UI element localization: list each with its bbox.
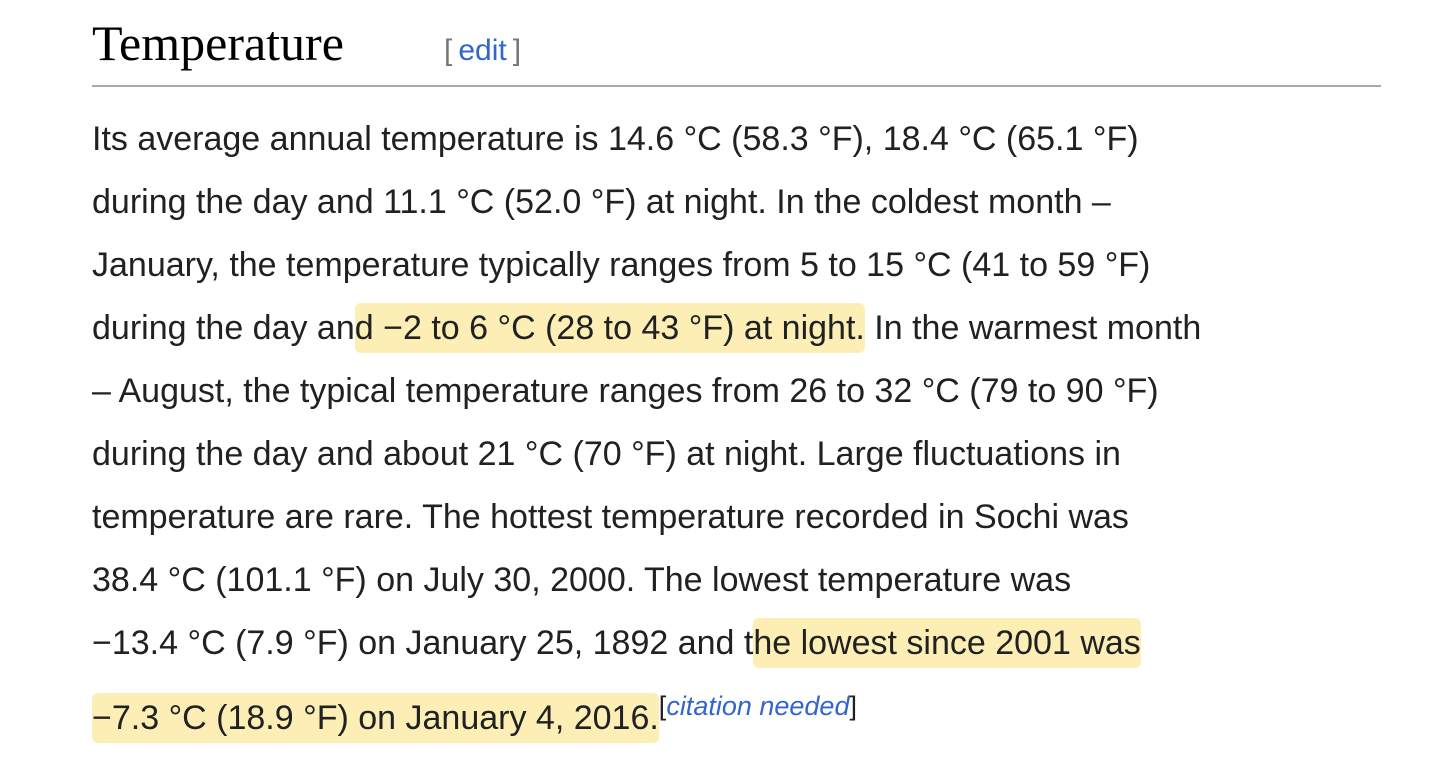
highlighted-text: he lowest since 2001 was — [753, 618, 1141, 668]
citation-link[interactable]: citation needed — [666, 691, 850, 721]
text: – August, the typical temperature ranges… — [92, 372, 1159, 410]
bracket: [ — [658, 691, 667, 721]
text-line: 38.4 °C (101.1 °F) on July 30, 2000. The… — [92, 549, 1071, 612]
text: during the day an — [92, 309, 355, 347]
text: Its average annual temperature is 14.6 °… — [92, 120, 1139, 158]
section-title: Temperature — [92, 15, 344, 71]
bracket: ] — [849, 691, 857, 721]
text: In the warmest month — [864, 309, 1202, 347]
text-line: Its average annual temperature is 14.6 °… — [92, 108, 1139, 171]
text: −13.4 °C (7.9 °F) on January 25, 1892 an… — [92, 624, 754, 662]
heading-rule — [92, 85, 1381, 87]
text-line: – August, the typical temperature ranges… — [92, 360, 1159, 423]
text: 38.4 °C (101.1 °F) on July 30, 2000. The… — [92, 561, 1072, 599]
text: temperature are rare. The hottest temper… — [92, 498, 1129, 536]
text: during the day and about 21 °C (70 °F) a… — [92, 435, 1121, 473]
highlighted-text: d −2 to 6 °C (28 to 43 °F) at night. — [354, 303, 865, 353]
text: during the day and 11.1 °C (52.0 °F) at … — [92, 183, 1111, 221]
edit-control[interactable]: [edit] — [444, 34, 521, 68]
text-line: −7.3 °C (18.9 °F) on January 4, 2016.[ci… — [92, 675, 857, 750]
text-line: during the day and about 21 °C (70 °F) a… — [92, 423, 1121, 486]
text-line: during the day and 11.1 °C (52.0 °F) at … — [92, 171, 1111, 234]
text-line: −13.4 °C (7.9 °F) on January 25, 1892 an… — [92, 612, 1141, 675]
bracket: [ — [444, 34, 453, 67]
text: January, the temperature typically range… — [92, 246, 1151, 284]
highlighted-text: −7.3 °C (18.9 °F) on January 4, 2016. — [92, 693, 659, 743]
citation[interactable]: [citation needed] — [659, 691, 857, 721]
text-line: January, the temperature typically range… — [92, 234, 1150, 297]
bracket: ] — [512, 34, 522, 67]
edit-link[interactable]: edit — [458, 34, 507, 67]
text-line: temperature are rare. The hottest temper… — [92, 486, 1129, 549]
text-line: during the day and −2 to 6 °C (28 to 43 … — [92, 297, 1201, 360]
